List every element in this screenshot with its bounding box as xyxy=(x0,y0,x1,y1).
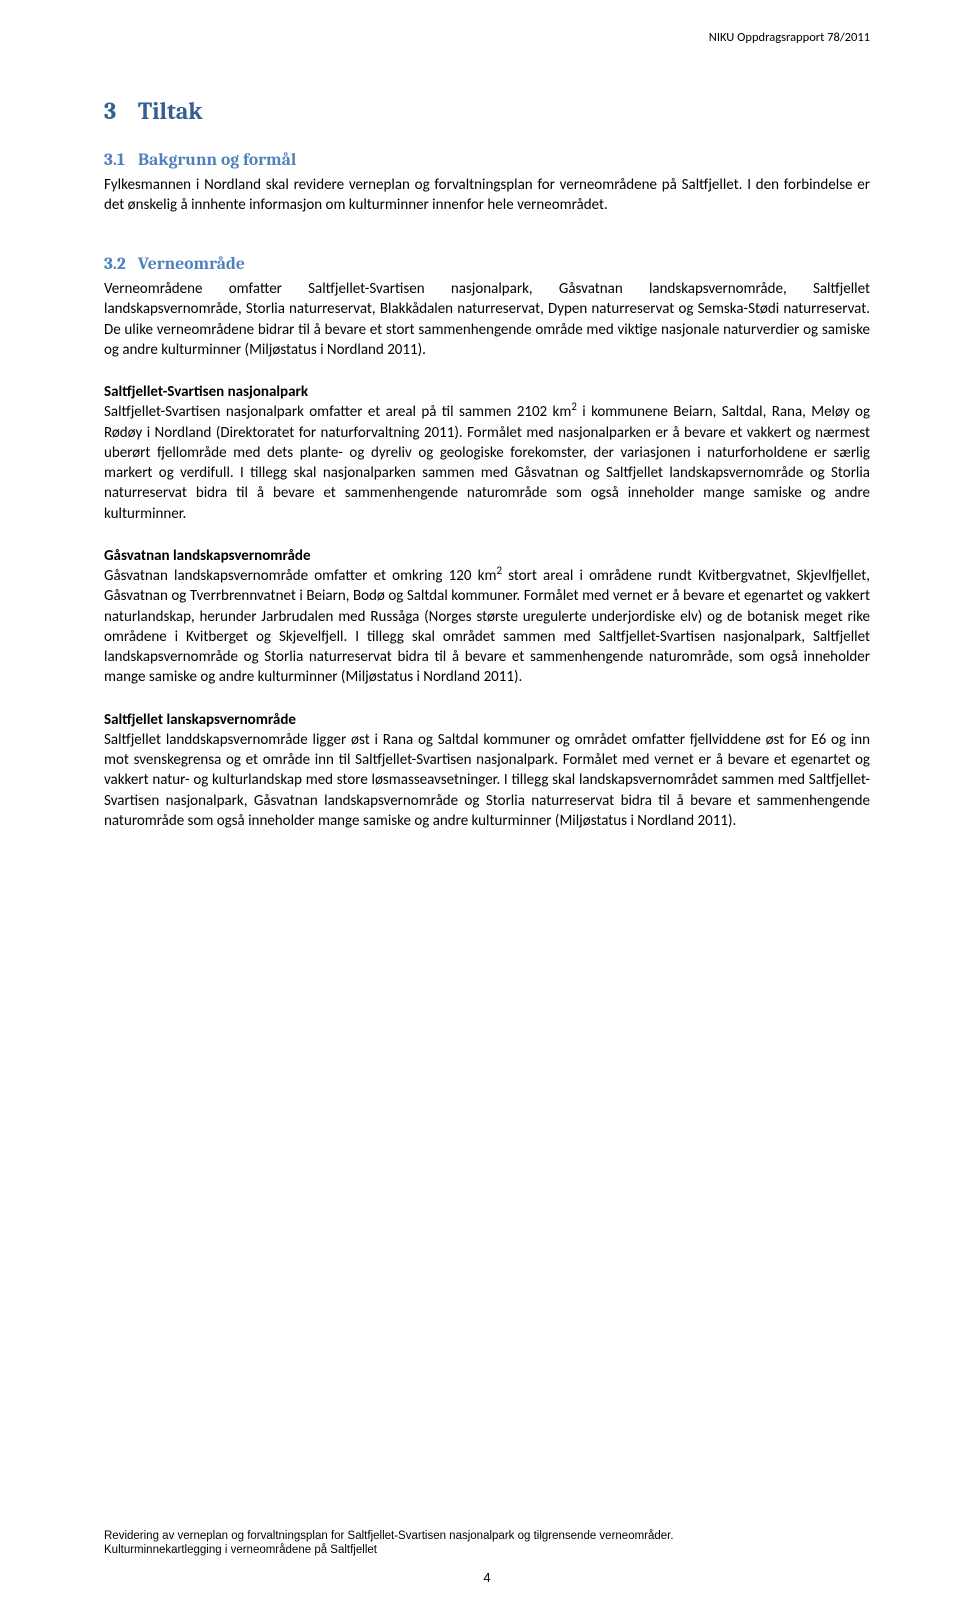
section-3-1-heading: 3.1Bakgrunn og formål xyxy=(104,149,870,173)
footer-line-2: Kulturminnekartlegging i verneområdene p… xyxy=(104,1543,870,1557)
subsection-number: 3.1 xyxy=(104,149,138,173)
running-header: NIKU Oppdragsrapport 78/2011 xyxy=(104,30,870,47)
park-b-heading: Gåsvatnan landskapsvernområde xyxy=(104,546,870,566)
document-page: NIKU Oppdragsrapport 78/2011 3Tiltak 3.1… xyxy=(0,0,960,1617)
section-number: 3 xyxy=(104,95,138,127)
section-3-heading: 3Tiltak xyxy=(104,95,870,127)
subsection-title: Bakgrunn og formål xyxy=(138,150,296,170)
footer-line-1: Revidering av verneplan og forvaltningsp… xyxy=(104,1529,870,1543)
park-b-paragraph: Gåsvatnan landskapsvernområde omfatter e… xyxy=(104,566,870,688)
park-a-text-before: Saltfjellet-Svartisen nasjonalpark omfat… xyxy=(104,403,571,421)
park-c-heading: Saltfjellet lanskapsvernområde xyxy=(104,710,870,730)
page-footer: Revidering av verneplan og forvaltningsp… xyxy=(104,1529,870,1587)
subsection-title: Verneområde xyxy=(138,254,245,274)
section-title: Tiltak xyxy=(138,97,202,125)
section-3-2-paragraph: Verneområdene omfatter Saltfjellet-Svart… xyxy=(104,279,870,360)
park-a-block: Saltfjellet-Svartisen nasjonalpark Saltf… xyxy=(104,382,870,524)
subsection-number: 3.2 xyxy=(104,253,138,277)
park-a-paragraph: Saltfjellet-Svartisen nasjonalpark omfat… xyxy=(104,402,870,524)
section-3-2-heading: 3.2Verneområde xyxy=(104,253,870,277)
park-c-block: Saltfjellet lanskapsvernområde Saltfjell… xyxy=(104,710,870,832)
park-c-paragraph: Saltfjellet landdskapsvernområde ligger … xyxy=(104,730,870,831)
park-a-heading: Saltfjellet-Svartisen nasjonalpark xyxy=(104,382,870,402)
park-b-block: Gåsvatnan landskapsvernområde Gåsvatnan … xyxy=(104,546,870,688)
page-number: 4 xyxy=(104,1569,870,1587)
park-b-text-before: Gåsvatnan landskapsvernområde omfatter e… xyxy=(104,567,496,585)
section-3-1-paragraph: Fylkesmannen i Nordland skal revidere ve… xyxy=(104,175,870,216)
